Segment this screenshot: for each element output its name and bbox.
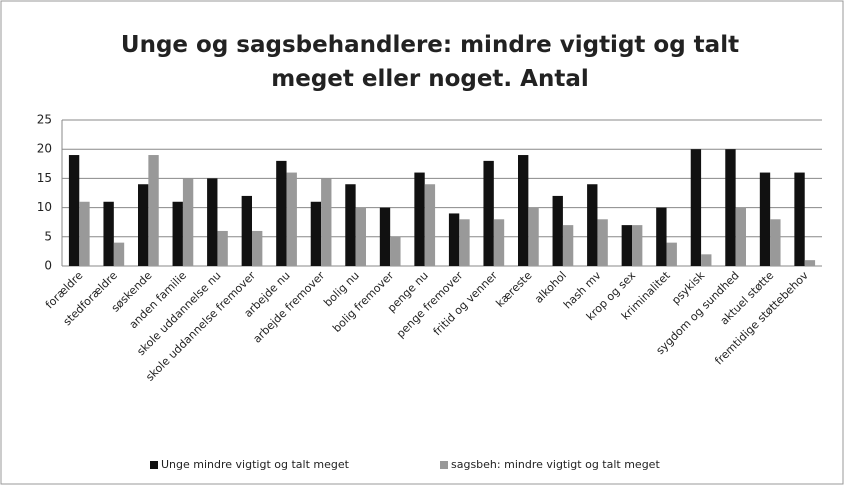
bar <box>528 207 539 266</box>
bar <box>804 260 816 266</box>
bar <box>390 236 401 266</box>
bar <box>690 149 702 266</box>
bar <box>68 155 80 266</box>
bar <box>103 201 114 266</box>
bar <box>587 184 598 266</box>
bar <box>666 242 677 266</box>
bar <box>148 155 159 266</box>
bar <box>424 184 436 266</box>
bar <box>656 207 667 266</box>
bar <box>113 242 125 266</box>
bar <box>276 160 287 266</box>
legend-swatch <box>440 461 448 469</box>
bar <box>552 195 563 266</box>
bar <box>770 219 781 266</box>
bar <box>252 230 263 266</box>
bar <box>241 195 252 266</box>
y-tick-label: 20 <box>37 142 52 156</box>
bar <box>286 172 297 266</box>
chart-title: Unge og sagsbehandlere: mindre vigtigt o… <box>121 32 739 58</box>
y-tick-label: 0 <box>44 259 52 273</box>
bar <box>701 254 712 266</box>
bar <box>172 201 183 266</box>
bar <box>794 172 805 266</box>
bar <box>759 172 771 266</box>
bar <box>725 149 736 266</box>
bar <box>207 178 218 266</box>
bar <box>483 160 494 266</box>
bar <box>493 219 505 266</box>
bar <box>735 207 746 266</box>
y-tick-label: 15 <box>37 171 52 185</box>
bar <box>632 225 643 266</box>
bar <box>459 219 470 266</box>
bar <box>182 178 194 266</box>
bar <box>621 225 632 266</box>
bar <box>597 219 608 266</box>
bar <box>518 155 529 266</box>
bar <box>321 178 332 266</box>
bar <box>379 207 391 266</box>
bar <box>345 184 356 266</box>
bar <box>414 172 425 266</box>
chart-title: meget eller noget. Antal <box>271 66 589 92</box>
bar <box>79 201 90 266</box>
y-tick-label: 25 <box>37 113 52 127</box>
bar <box>310 201 322 266</box>
y-tick-label: 10 <box>37 200 52 214</box>
legend-swatch <box>150 461 158 469</box>
bar <box>217 230 228 266</box>
bar <box>138 184 149 266</box>
bar <box>355 207 366 266</box>
y-tick-label: 5 <box>44 229 52 243</box>
legend-label: Unge mindre vigtigt og talt meget <box>161 458 350 471</box>
legend-label: sagsbeh: mindre vigtigt og talt meget <box>451 458 660 471</box>
bar <box>562 225 574 266</box>
bar <box>448 213 460 266</box>
